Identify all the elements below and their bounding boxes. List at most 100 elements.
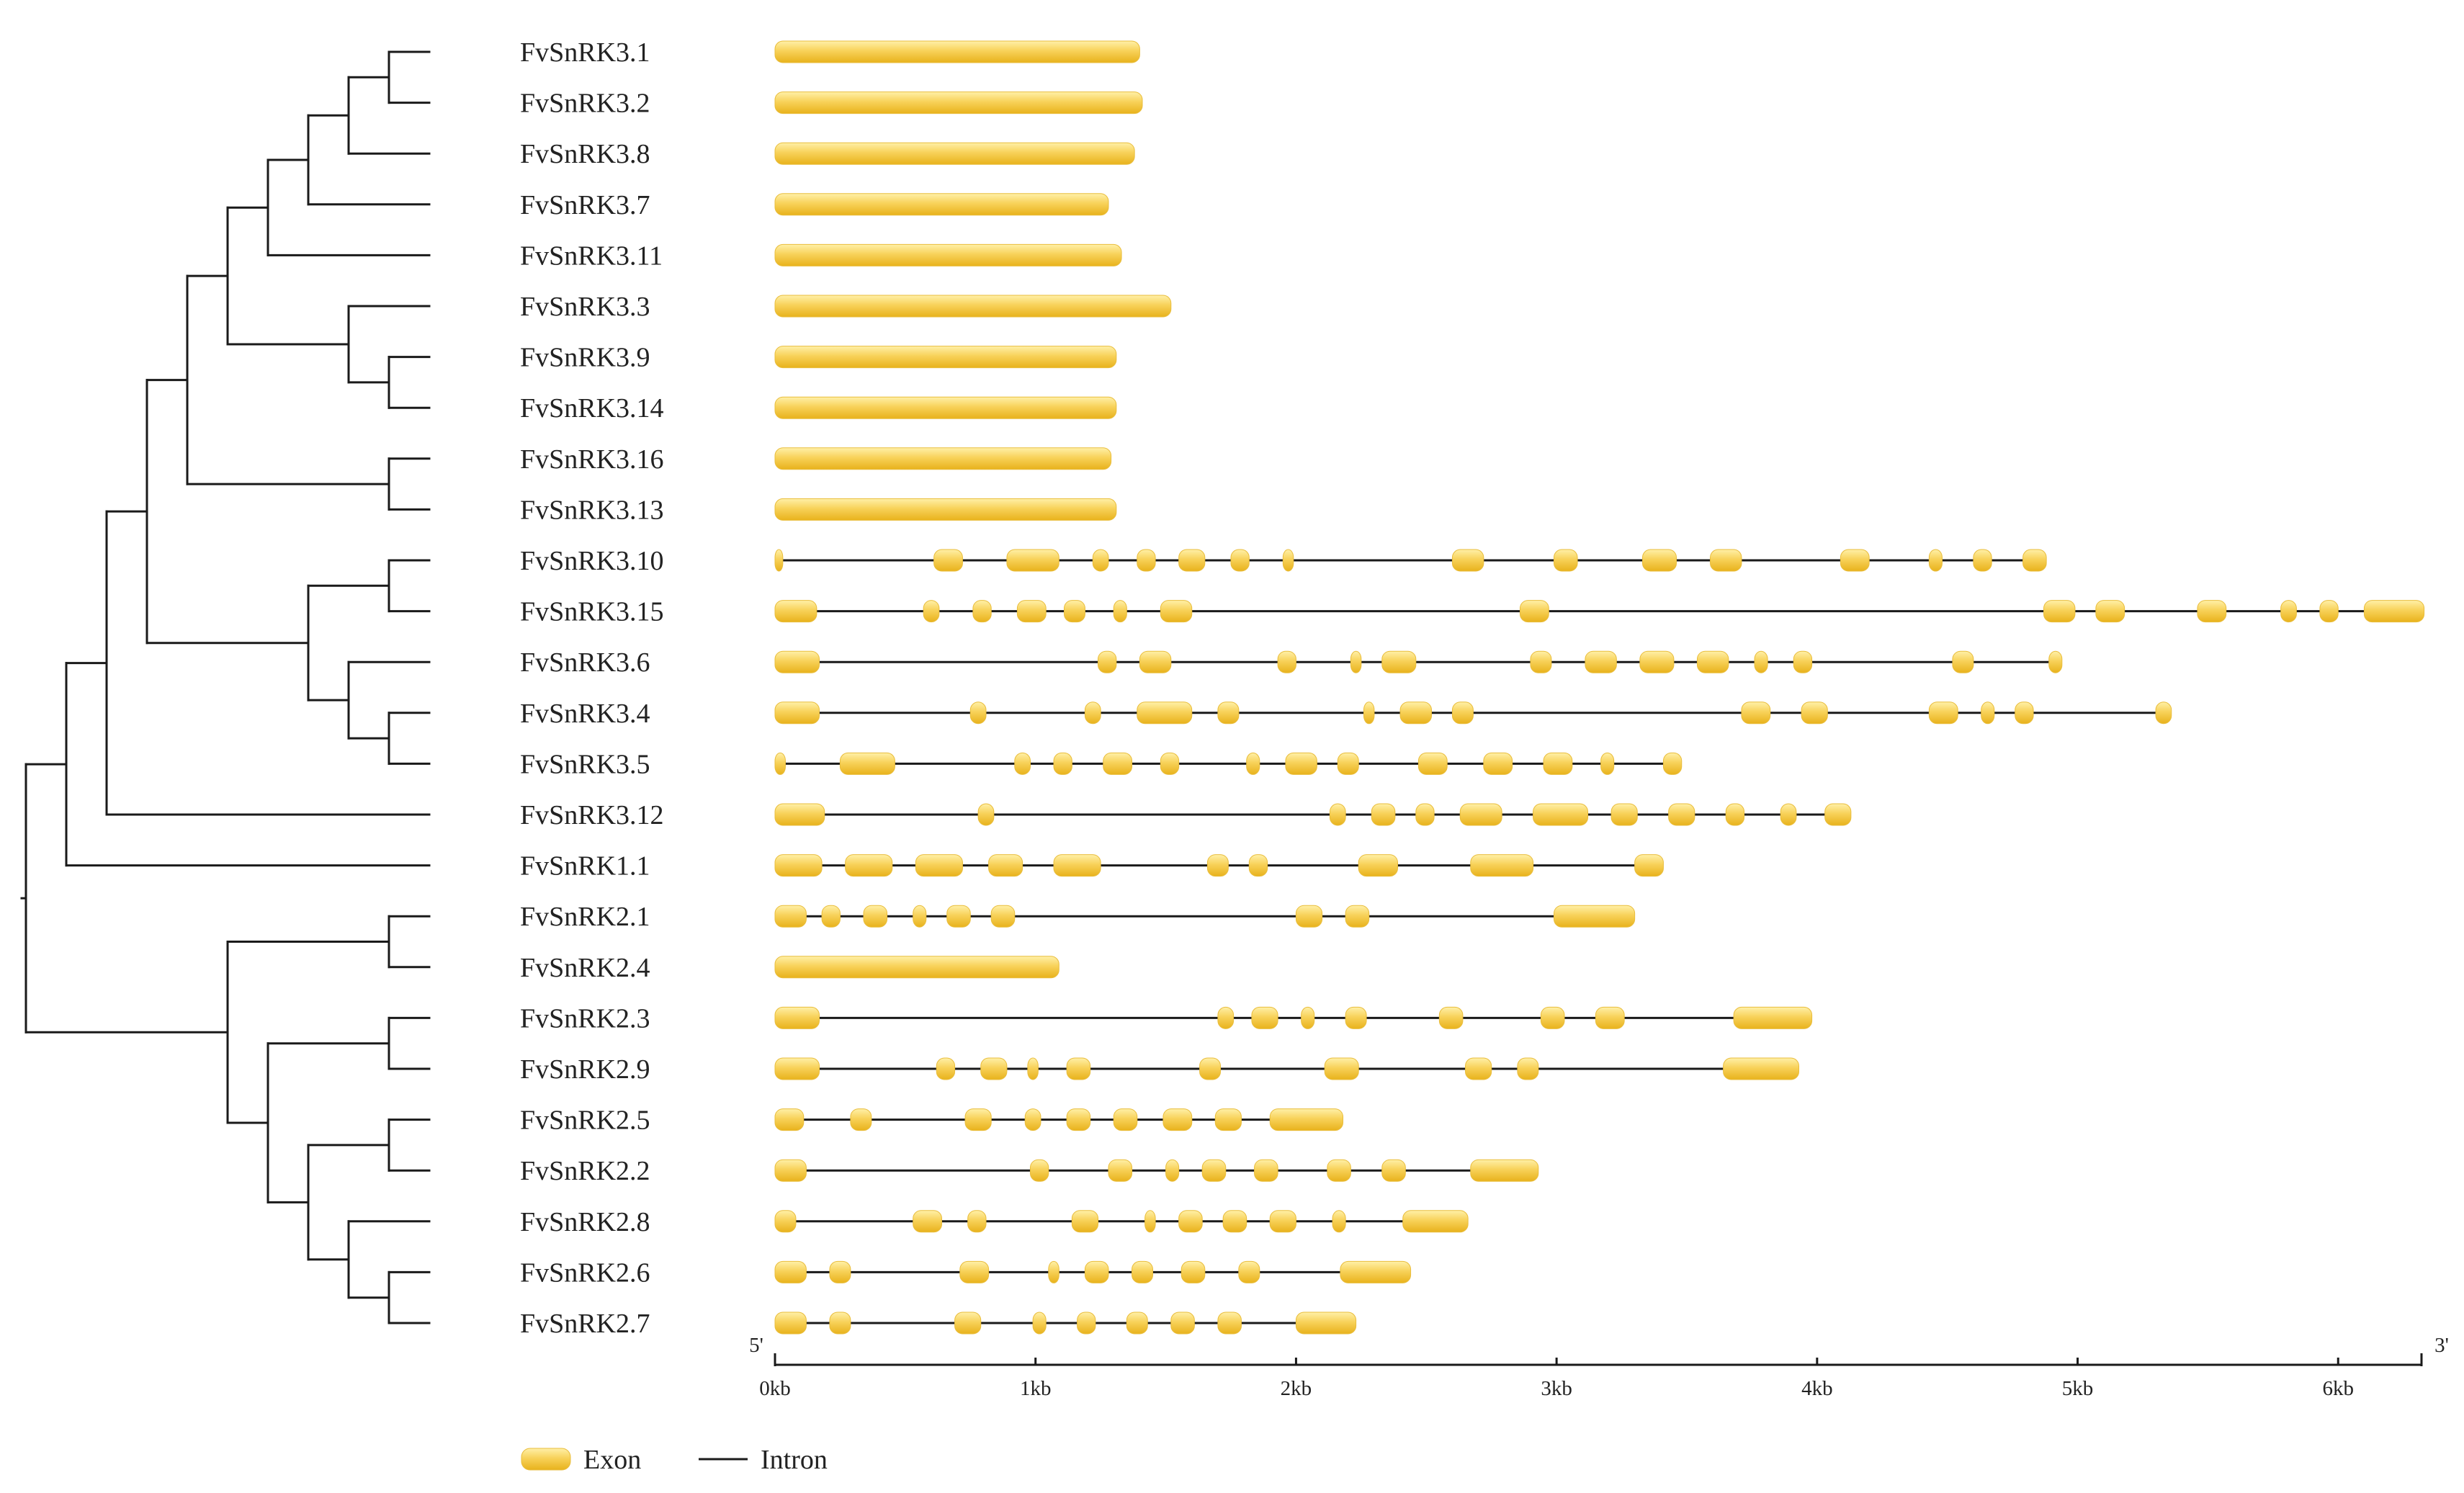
exon-block xyxy=(774,1159,807,1182)
exon-block xyxy=(1540,1006,1565,1029)
exon-block xyxy=(913,905,927,928)
exon-block xyxy=(850,1108,872,1131)
exon-block xyxy=(1246,752,1260,775)
exon-block xyxy=(1053,854,1101,877)
gene-row-fvsnrk2-3 xyxy=(774,1006,1813,1029)
gene-row-fvsnrk2-9 xyxy=(774,1057,1800,1080)
exon-block xyxy=(774,1006,820,1029)
exon-block xyxy=(1098,650,1117,673)
gene-row-fvsnrk3-4 xyxy=(774,701,2172,725)
exon-block xyxy=(1248,854,1268,877)
exon-block xyxy=(1332,1210,1346,1233)
gene-label-fvsnrk3-2: FvSnRK3.2 xyxy=(520,89,650,119)
three-prime-label: 3' xyxy=(2434,1334,2449,1357)
exon-block xyxy=(1459,803,1502,826)
exon-block xyxy=(1668,803,1695,826)
exon-block xyxy=(1181,1260,1206,1283)
exon-block xyxy=(1340,1260,1412,1283)
exon-block xyxy=(1103,752,1133,775)
exon-block xyxy=(959,1260,990,1283)
gene-label-fvsnrk2-6: FvSnRK2.6 xyxy=(520,1257,650,1288)
gene-row-fvsnrk3-2 xyxy=(774,91,1143,115)
exon-block xyxy=(1554,905,1636,928)
exon-block xyxy=(1016,600,1047,623)
exon-block xyxy=(2022,549,2047,572)
exon-block xyxy=(1350,650,1362,673)
exon-block xyxy=(845,854,893,877)
gene-label-fvsnrk3-12: FvSnRK3.12 xyxy=(520,800,664,830)
exon-block xyxy=(1113,1108,1138,1131)
exon-block xyxy=(1144,1210,1156,1233)
exon-block xyxy=(933,549,963,572)
exon-block xyxy=(1324,1057,1359,1080)
exon-block xyxy=(988,854,1023,877)
exon-block xyxy=(1217,1006,1235,1029)
exon-block xyxy=(1363,701,1375,725)
exon-block xyxy=(1160,600,1193,623)
axis-tick-label: 3kb xyxy=(1541,1377,1572,1400)
gene-row-fvsnrk3-13 xyxy=(774,498,1117,521)
exon-block xyxy=(1254,1159,1278,1182)
legend-exon-swatch xyxy=(521,1448,571,1471)
exon-block xyxy=(1251,1006,1278,1029)
exon-block xyxy=(774,295,1172,318)
axis-tick-label: 6kb xyxy=(2323,1377,2355,1400)
exon-block xyxy=(972,600,992,623)
exon-block xyxy=(1517,1057,1539,1080)
exon-block xyxy=(1048,1260,1059,1283)
gene-label-fvsnrk3-4: FvSnRK3.4 xyxy=(520,699,650,729)
exon-block xyxy=(1600,752,1615,775)
exon-block xyxy=(1084,1260,1109,1283)
five-prime-label: 5' xyxy=(749,1334,763,1357)
exon-block xyxy=(1371,803,1396,826)
exon-block xyxy=(1465,1057,1492,1080)
exon-block xyxy=(1063,600,1085,623)
exon-block xyxy=(977,803,995,826)
exon-block xyxy=(1217,701,1240,725)
exon-block xyxy=(969,701,987,725)
legend-intron-label: Intron xyxy=(761,1445,828,1475)
gene-label-fvsnrk2-5: FvSnRK2.5 xyxy=(520,1106,650,1136)
exon-block xyxy=(1754,650,1768,673)
exon-block xyxy=(1610,803,1638,826)
exon-block xyxy=(774,346,1117,369)
exon-block xyxy=(2155,701,2172,725)
exon-block xyxy=(774,396,1117,419)
gene-row-fvsnrk3-6 xyxy=(774,650,2063,673)
gene-row-fvsnrk3-12 xyxy=(774,803,1852,826)
exon-block xyxy=(1451,549,1484,572)
gene-row-fvsnrk1-1 xyxy=(774,854,1664,877)
exon-block xyxy=(2363,600,2425,623)
gene-row-fvsnrk3-15 xyxy=(774,600,2425,623)
exon-block xyxy=(1329,803,1346,826)
exon-block xyxy=(1132,1260,1153,1283)
exon-block xyxy=(1295,1312,1357,1335)
exon-block xyxy=(1178,549,1206,572)
exon-block xyxy=(1928,701,1958,725)
exon-block xyxy=(1066,1057,1091,1080)
exon-block xyxy=(2048,650,2063,673)
gene-row-fvsnrk3-14 xyxy=(774,396,1117,419)
exon-block xyxy=(964,1108,992,1131)
axis-tick-label: 2kb xyxy=(1281,1377,1312,1400)
gene-row-fvsnrk3-10 xyxy=(774,549,2047,572)
exon-block xyxy=(1381,650,1417,673)
gene-label-fvsnrk2-8: FvSnRK2.8 xyxy=(520,1207,650,1237)
exon-block xyxy=(1641,549,1677,572)
gene-label-fvsnrk3-8: FvSnRK3.8 xyxy=(520,139,650,169)
exon-block xyxy=(1014,752,1031,775)
gene-row-fvsnrk3-1 xyxy=(774,40,1140,63)
exon-block xyxy=(863,905,888,928)
exon-block xyxy=(980,1057,1008,1080)
exon-block xyxy=(1162,1108,1193,1131)
exon-block xyxy=(1399,701,1433,725)
exon-block xyxy=(915,854,963,877)
exon-block xyxy=(1840,549,1870,572)
exon-block xyxy=(1032,1312,1047,1335)
exon-block xyxy=(1024,1108,1041,1131)
exon-block xyxy=(1634,854,1664,877)
gene-row-fvsnrk3-11 xyxy=(774,243,1122,266)
exon-block xyxy=(923,600,940,623)
gene-row-fvsnrk3-16 xyxy=(774,447,1112,470)
exon-block xyxy=(1696,650,1729,673)
